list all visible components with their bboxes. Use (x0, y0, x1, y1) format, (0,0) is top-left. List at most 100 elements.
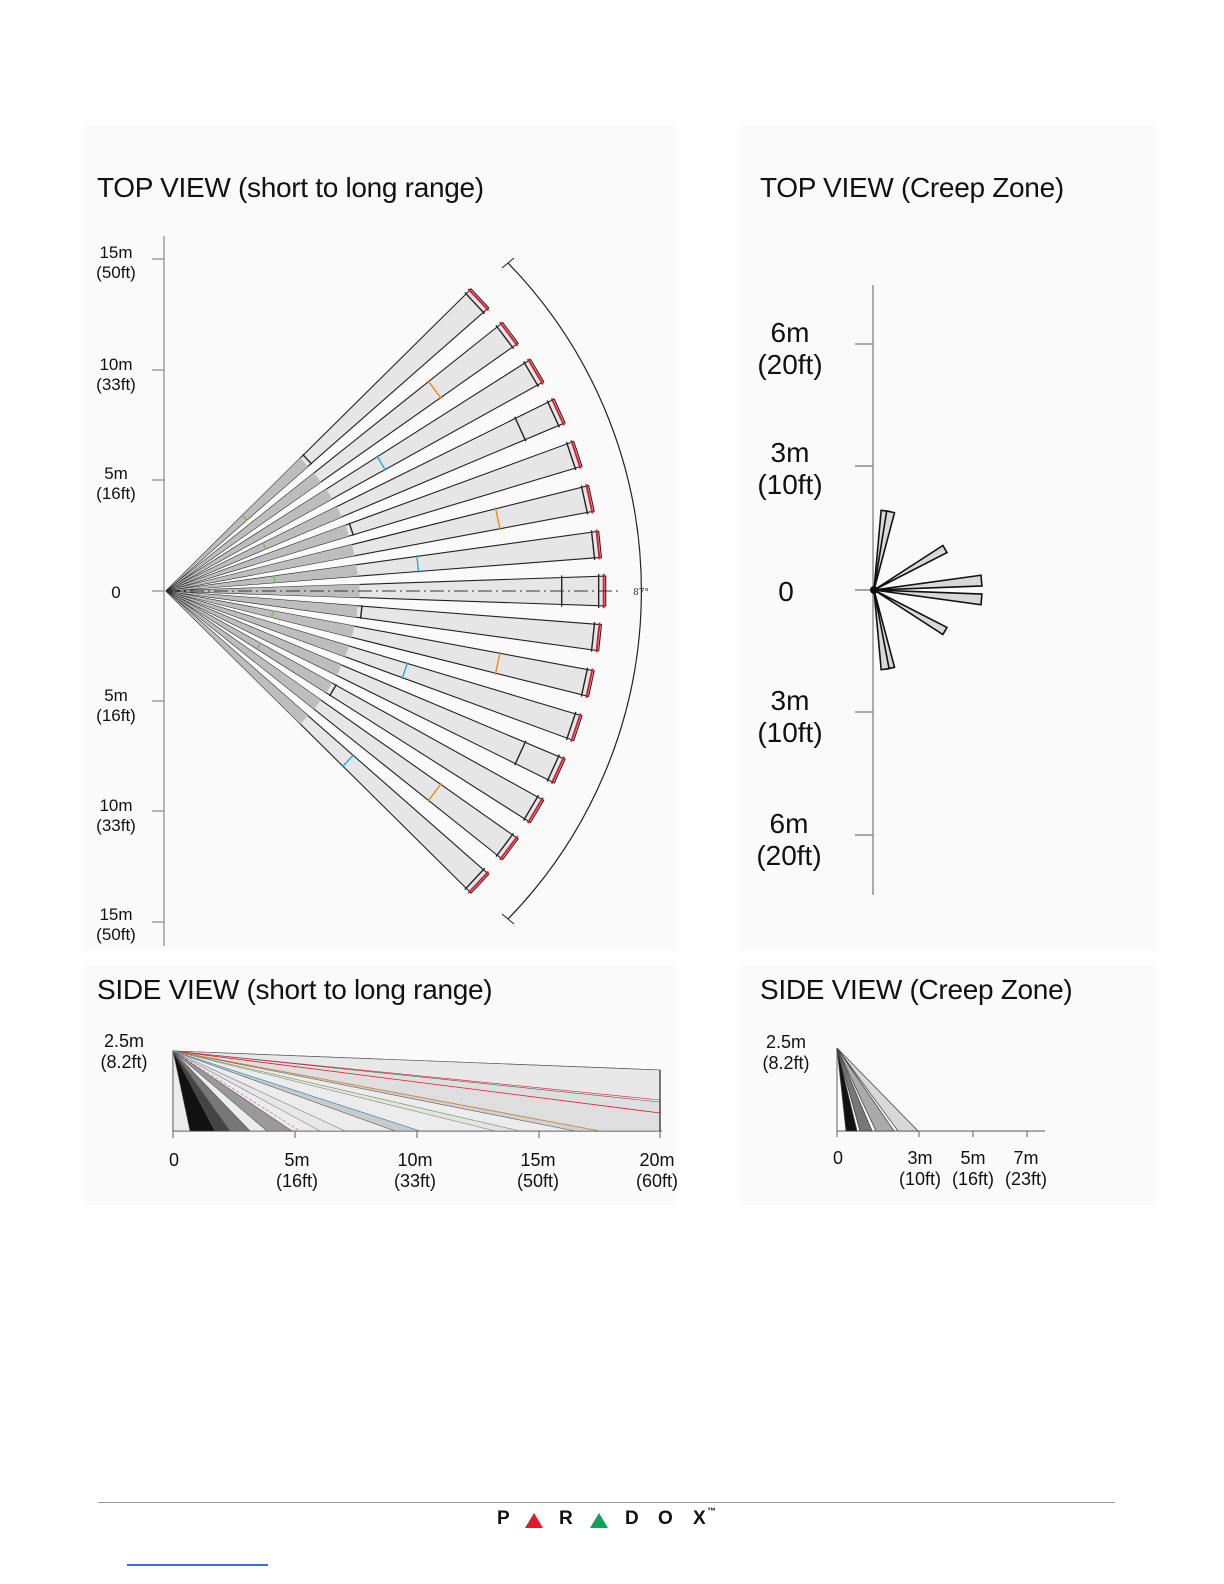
tvl-green-mark-10 (270, 610, 274, 618)
logo-letter-o: O (658, 1508, 673, 1529)
tvl-coverage-arc (507, 262, 642, 920)
svl-blue-ray (172, 1050, 421, 1132)
footer-link-underline[interactable] (127, 1564, 268, 1566)
tvl-blue-mark-3 (376, 455, 387, 471)
svc-x-label-0: 0 (832, 1148, 843, 1168)
tvl-angle-label: 87° (633, 588, 649, 598)
svl-beam-6 (172, 1050, 346, 1132)
svl-x-label-20m: 20m (60ft) (635, 1150, 678, 1191)
svl-height-label: 2.5m (8.2ft) (100, 1031, 148, 1072)
tvl-beam-inner-5 (166, 525, 350, 591)
logo-letter-r: R (559, 1508, 573, 1529)
svl-beams (172, 1050, 661, 1132)
tvl-green-mark-7 (273, 575, 276, 584)
tvl-mid-mark-9 (359, 605, 363, 619)
tvl-end-mark-dark-15 (464, 867, 486, 891)
tvl-end-mark-dark-13 (522, 794, 540, 821)
tvl-label-5m-top: 5m (16ft) (96, 464, 136, 503)
svc-x-label-5m: 5m (16ft) (951, 1148, 994, 1189)
tvl-end-mark-dark-1 (464, 291, 486, 315)
logo-red-triangle-icon (525, 1513, 543, 1528)
tvl-end-mark-dark-3 (522, 361, 540, 388)
tvl-end-mark-6 (585, 483, 594, 514)
tvc-label-6m-bottom: 6m (20ft) (756, 808, 822, 872)
tvl-end-mark-14 (499, 835, 519, 861)
tvl-label-10m-bottom: 10m (33ft) (96, 796, 136, 835)
tvl-beam-inner-2 (166, 472, 321, 591)
tvl-end-mark-3 (526, 358, 544, 385)
tvl-mid-mark-1 (302, 453, 313, 465)
tvl-end-mark-dark-9 (590, 622, 596, 652)
tvc-beam-8 (873, 589, 891, 671)
tvl-axis (152, 236, 165, 946)
tvl-end-mark-dark-12 (546, 754, 561, 782)
tvl-end-mark-5 (570, 439, 582, 469)
svc-beam-1 (836, 1047, 919, 1132)
tvl-beam-inner-15 (166, 591, 308, 724)
tvl-orange-mark-14 (427, 782, 443, 803)
svc-beam-3 (836, 1047, 873, 1132)
side-view-creep-panel (740, 965, 1156, 1205)
tvc-beam-5 (873, 589, 983, 606)
tvl-end-mark-dark-10 (580, 667, 589, 697)
tvl-end-mark-dark-5 (565, 441, 577, 471)
tvl-green-mark-13 (256, 642, 262, 650)
footer-rule (98, 1502, 1115, 1503)
top-view-long-title: TOP VIEW (short to long range) (97, 172, 484, 203)
tvl-end-mark-dark-11 (565, 711, 577, 741)
tvl-end-mark-dark-2 (495, 324, 515, 350)
svl-green-ray (172, 1050, 521, 1132)
tvl-beam-inner-9 (166, 591, 358, 618)
tvl-end-mark-1 (467, 288, 490, 312)
svl-orange-ray (172, 1050, 601, 1132)
tvl-mid-mark-5 (348, 522, 355, 536)
tvl-range-mark-12 (514, 740, 527, 766)
tvl-mid-mark-13 (328, 684, 338, 697)
tvl-beam-inner-1 (166, 458, 308, 591)
tvc-beam-3 (873, 544, 949, 591)
svl-beam-10 (172, 1050, 216, 1132)
tvc-origin-dot (870, 586, 878, 594)
logo-letter-x: X (693, 1508, 706, 1529)
tvl-end-mark-dark-14 (495, 832, 515, 858)
tvl-end-mark-12 (550, 756, 565, 785)
tvl-beam-inner-11 (166, 591, 350, 657)
tvl-blue-mark-7 (416, 555, 420, 573)
tvl-beam-inner-12 (166, 591, 342, 676)
tvl-blue-mark-11 (401, 662, 409, 680)
svl-x-label-15m: 15m (50ft) (516, 1150, 559, 1191)
tvl-end-mark-dark-4 (546, 400, 561, 428)
svl-red-ray-1 (172, 1050, 661, 1114)
tvl-end-mark-4 (550, 397, 565, 426)
tvl-label-5m-bottom: 5m (16ft) (96, 686, 136, 725)
tvl-end-mark-10 (585, 668, 594, 699)
tvl-orange-mark-6 (494, 507, 501, 531)
tvl-end-mark-dark-7 (590, 530, 596, 560)
top-view-creep-title: TOP VIEW (Creep Zone) (760, 172, 1064, 203)
svc-x-label-7m: 7m (23ft) (1004, 1148, 1047, 1189)
tvl-end-mark-11 (570, 713, 582, 743)
tvl-end-mark-15 (467, 870, 490, 894)
tvl-beam-inner-4 (166, 506, 342, 591)
svc-beam-2 (836, 1047, 895, 1132)
svl-x-label-5m: 5m (16ft) (275, 1150, 318, 1191)
side-view-creep-title: SIDE VIEW (Creep Zone) (760, 974, 1073, 1005)
tvc-beams (870, 509, 983, 671)
tvl-blue-mark-15 (341, 753, 355, 768)
top-view-creep-panel (740, 125, 1156, 950)
tvl-green-mark-4 (262, 542, 267, 550)
tvl-end-mark-9 (595, 622, 601, 653)
tvl-label-15m-top: 15m (50ft) (96, 243, 136, 282)
tvl-beam-inner-10 (166, 591, 355, 638)
tvl-label-10m-top: 10m (33ft) (96, 355, 136, 394)
tvl-end-mark-13 (526, 797, 544, 824)
tvl-label-0: 0 (111, 583, 121, 602)
tvc-beam-6 (873, 589, 949, 636)
tvl-beams (165, 288, 622, 894)
tvl-beam-inner-6 (166, 544, 355, 591)
logo-letter-p: P (497, 1508, 510, 1529)
tvl-arc-tick-bottom (501, 913, 515, 925)
tvc-label-6m-top: 6m (20ft) (757, 317, 823, 381)
tvl-end-mark-7 (595, 529, 601, 560)
